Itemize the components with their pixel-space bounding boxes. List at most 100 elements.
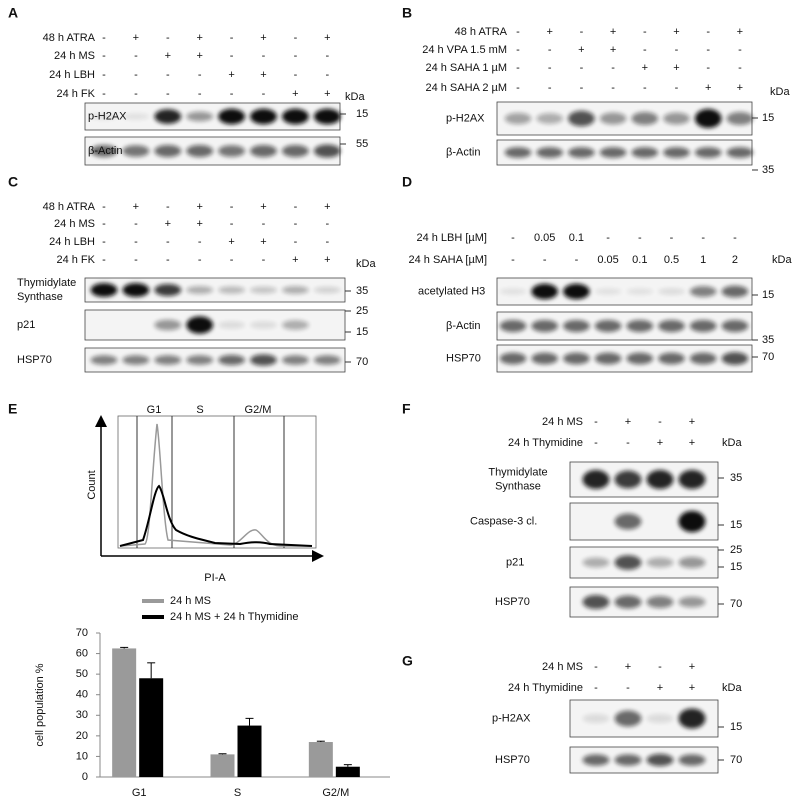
lane-sign: -	[102, 69, 106, 81]
kda-label: kDa	[722, 682, 742, 694]
band	[218, 354, 245, 366]
band	[678, 510, 706, 533]
lane-sign: -	[262, 254, 266, 266]
bar	[237, 725, 262, 777]
band	[658, 288, 685, 295]
band	[499, 352, 527, 365]
condition-label: 24 h LBH [µM]	[416, 232, 487, 244]
blot-label: Thymidylate	[17, 277, 76, 289]
band	[218, 321, 245, 329]
band	[594, 288, 622, 295]
lane-sign: -	[198, 88, 202, 100]
x-label: PI-A	[204, 572, 226, 584]
lane-sign: -	[675, 44, 679, 56]
lane-sign: +	[324, 32, 330, 44]
lane-sign: -	[594, 661, 598, 673]
band	[582, 594, 610, 610]
band	[154, 319, 182, 331]
kda-label: kDa	[772, 254, 792, 266]
band	[646, 557, 674, 568]
marker-label: 70	[730, 598, 742, 610]
band	[694, 147, 722, 158]
lane-sign: -	[516, 44, 520, 56]
marker-label: 15	[730, 519, 742, 531]
lane-sign: -	[102, 218, 106, 230]
band	[568, 147, 595, 158]
lane-sign: -	[262, 50, 266, 62]
blot-label: β-Actin	[446, 146, 480, 158]
band	[582, 470, 610, 489]
lane-sign: -	[511, 232, 515, 244]
error-bar	[147, 662, 156, 679]
lane-sign: +	[657, 682, 663, 694]
lane-sign: +	[705, 82, 711, 94]
condition-label: 48 h ATRA	[455, 26, 508, 38]
marker-label: 70	[356, 356, 368, 368]
lane-sign: +	[260, 201, 266, 213]
lane-sign: -	[166, 88, 170, 100]
blot-panel: F24 h MS - + - +24 h Thymidine - - + + kDaThymidy…	[402, 401, 742, 618]
lane-sign: +	[642, 62, 648, 74]
lane-sign: -	[230, 50, 234, 62]
lane-sign: -	[166, 32, 170, 44]
band	[250, 144, 277, 158]
lane-sign: -	[134, 69, 138, 81]
lane-sign: -	[643, 44, 647, 56]
lane-sign: -	[575, 254, 579, 266]
band	[614, 555, 642, 570]
lane-sign: -	[658, 661, 662, 673]
panel-letter: F	[402, 401, 411, 417]
y-label: cell population %	[34, 663, 46, 746]
lane-sign: -	[706, 62, 710, 74]
lane-sign: +	[689, 661, 695, 673]
lane-sign: -	[516, 26, 520, 38]
band	[726, 147, 754, 158]
band	[313, 108, 341, 125]
band	[122, 283, 150, 297]
band	[250, 354, 277, 366]
condition-label: 24 h FK	[56, 88, 95, 100]
panel-letter: E	[8, 401, 17, 417]
band	[568, 110, 595, 127]
lane-sign: +	[165, 218, 171, 230]
band	[689, 319, 717, 333]
band	[614, 595, 642, 609]
lane-sign: +	[228, 236, 234, 248]
condition-label: 24 h LBH	[49, 69, 95, 81]
lane-sign: +	[260, 69, 266, 81]
lane-sign: -	[198, 69, 202, 81]
band	[186, 286, 214, 294]
lane-sign: 0.05	[597, 254, 618, 266]
band	[90, 144, 118, 158]
blot-label: Synthase	[495, 480, 541, 492]
lane-sign: -	[198, 254, 202, 266]
lane-sign: -	[325, 236, 329, 248]
histogram-curve	[119, 423, 312, 547]
lane-sign: +	[610, 26, 616, 38]
lane-sign: +	[324, 88, 330, 100]
lane-sign: +	[260, 236, 266, 248]
lane-sign: -	[733, 232, 737, 244]
lane-sign: +	[324, 201, 330, 213]
y-tick-label: 30	[76, 709, 88, 721]
lane-sign: 0.05	[534, 232, 555, 244]
lane-sign: -	[102, 50, 106, 62]
lane-sign: -	[594, 682, 598, 694]
band	[90, 283, 118, 297]
x-tick-label: G2/M	[322, 787, 349, 799]
band	[282, 320, 309, 330]
lane-sign: -	[643, 26, 647, 38]
band	[626, 319, 654, 333]
lane-sign: -	[262, 218, 266, 230]
lane-sign: +	[546, 26, 552, 38]
band	[90, 355, 118, 365]
band	[282, 144, 309, 158]
bar	[335, 766, 360, 777]
lane-sign: 1	[700, 254, 706, 266]
lane-sign: -	[230, 218, 234, 230]
lane-sign: 0.1	[569, 232, 584, 244]
band	[250, 321, 277, 329]
blot-label: p-H2AX	[446, 112, 485, 124]
condition-label: 24 h SAHA 1 µM	[425, 62, 507, 74]
lane-sign: -	[166, 236, 170, 248]
